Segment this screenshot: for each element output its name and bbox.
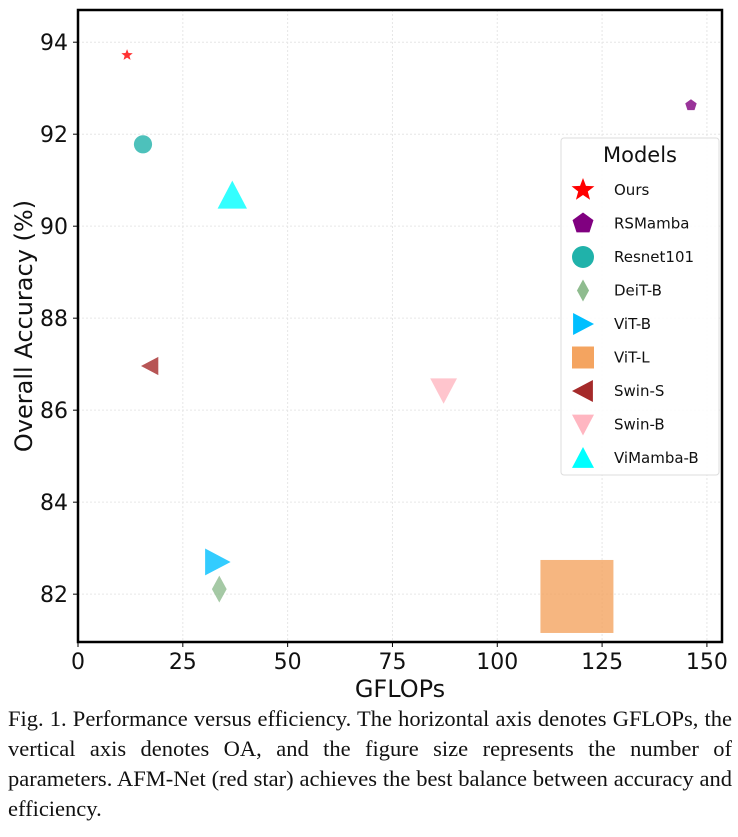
y-axis-label: Overall Accuracy (%) [10, 200, 38, 452]
legend-marker-resnet101-icon [572, 246, 594, 268]
legend-label: Ours [614, 181, 649, 199]
data-points [121, 49, 697, 633]
y-tick-label: 84 [40, 491, 68, 516]
point-vit-l [540, 559, 614, 633]
y-tick-label: 94 [40, 31, 68, 56]
x-tick-label: 75 [378, 650, 406, 675]
point-rsmamba [685, 99, 697, 111]
y-axis-ticks: 82 84 86 88 90 92 94 [40, 31, 78, 608]
point-vit-b [205, 548, 231, 576]
scatter-chart: 0 25 50 75 100 125 150 82 84 86 88 90 92 94 GFLOPs O… [10, 8, 728, 700]
legend-label: DeiT-B [614, 282, 662, 300]
legend-marker-ours-icon [571, 178, 595, 200]
legend-marker-vimamba-b-icon [572, 447, 594, 468]
x-tick-label: 50 [274, 650, 302, 675]
y-tick-label: 92 [40, 123, 68, 148]
legend-label: ViT-L [614, 349, 650, 367]
y-tick-label: 88 [40, 307, 68, 332]
x-tick-label: 25 [169, 650, 197, 675]
legend-marker-vit-l-icon [572, 346, 594, 369]
x-tick-label: 125 [581, 650, 623, 675]
legend: Models Ours RSMamba Resnet101 DeiT-B ViT-B Vi… [560, 137, 720, 476]
plot-frame [76, 8, 724, 644]
legend-label: ViMamba-B [614, 449, 699, 467]
figure-caption: Fig. 1. Performance versus efficiency. T… [8, 706, 732, 821]
legend-label: Swin-B [614, 416, 665, 434]
legend-marker-vit-b-icon [573, 313, 594, 335]
legend-marker-rsmamba-icon [572, 212, 594, 233]
x-tick-label: 150 [686, 650, 728, 675]
y-tick-label: 82 [40, 583, 68, 608]
point-vimamba-b [217, 180, 247, 209]
x-tick-label: 100 [476, 650, 518, 675]
point-resnet101 [133, 135, 153, 154]
legend-marker-swin-s-icon [572, 380, 593, 402]
point-swin-s [141, 356, 159, 376]
x-axis-label: GFLOPs [355, 675, 445, 700]
legend-marker-swin-b-icon [572, 414, 594, 436]
y-tick-label: 86 [40, 399, 68, 424]
x-tick-label: 0 [71, 650, 85, 675]
point-deit-b [211, 575, 227, 603]
y-tick-label: 90 [40, 215, 68, 240]
legend-marker-deit-b-icon [576, 279, 590, 302]
point-ours [121, 49, 133, 60]
legend-label: ViT-B [614, 315, 651, 333]
legend-label: Resnet101 [614, 248, 694, 266]
legend-label: RSMamba [614, 215, 689, 233]
x-axis-ticks: 0 25 50 75 100 125 150 [71, 642, 728, 675]
point-swin-b [430, 378, 458, 404]
legend-title: Models [603, 143, 677, 167]
legend-box [560, 137, 720, 476]
legend-label: Swin-S [614, 382, 664, 400]
